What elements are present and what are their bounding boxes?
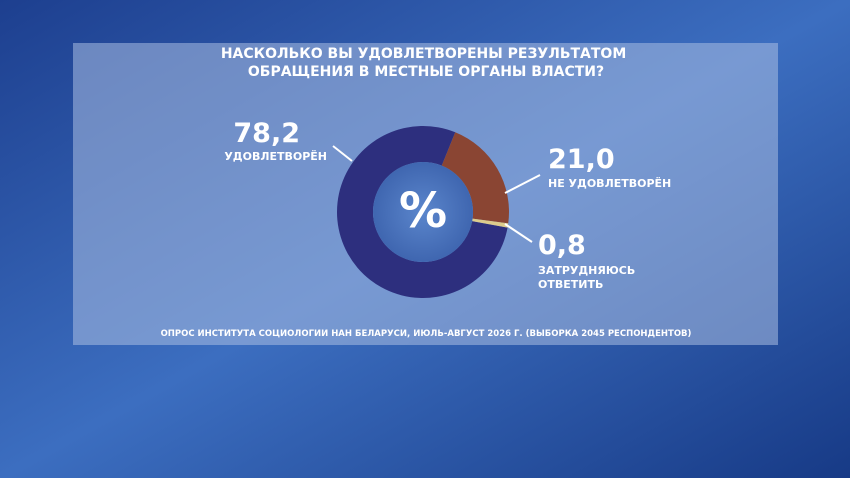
source-note: ОПРОС ИНСТИТУТА СОЦИОЛОГИИ НАН БЕЛАРУСИ,… [161,329,692,339]
leader-line [504,223,533,243]
text-line: ОТВЕТИТЬ [538,278,603,291]
category-label: НЕ УДОВЛЕТВОРЁН [548,176,671,190]
text-line: ОБРАЩЕНИЯ В МЕСТНЫЕ ОРГАНЫ ВЛАСТИ? [248,64,604,80]
category-label: ЗАТРУДНЯЮСЬ ОТВЕТИТЬ [538,264,639,291]
donut-segment [337,126,508,299]
donut-segment [441,132,510,224]
leader-line [504,174,541,194]
text-line: НАСКОЛЬКО ВЫ УДОВЛЕТВОРЕНЫ РЕЗУЛЬТАТОМ [221,46,631,62]
leaders [332,145,541,243]
leader-line [332,145,353,162]
donut-segment [472,218,509,228]
category-label: УДОВЛЕТВОРЁН [224,149,327,163]
value-label: 78,2 [233,118,300,149]
value-label: 0,8 [538,230,586,261]
text-line: ЗАТРУДНЯЮСЬ [538,264,639,277]
value-label: 21,0 [548,144,615,175]
chart-title: НАСКОЛЬКО ВЫ УДОВЛЕТВОРЕНЫ РЕЗУЛЬТАТОМ О… [221,46,631,80]
center-label: % [399,183,447,239]
donut-hole [373,162,473,262]
